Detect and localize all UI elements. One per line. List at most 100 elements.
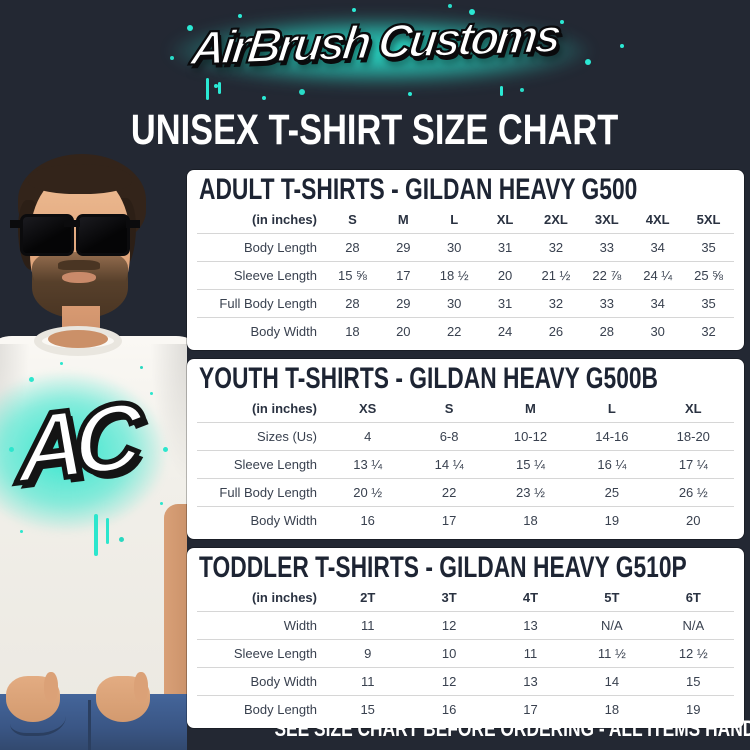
size-value: N/A	[682, 617, 705, 633]
table-row: Sleeve Length 15 ⅝ 17 18 ½ 20 21 ½ 22 ⅞ 24 ¼ 25 …	[197, 261, 734, 290]
size-value: N/A	[601, 617, 623, 633]
size-value: 13	[523, 617, 538, 633]
size-value: 29	[396, 239, 411, 255]
size-value: 17	[396, 267, 411, 283]
tshirt-spray-speckles	[0, 148, 3, 151]
jeans-pocket	[10, 696, 66, 736]
model-hairline	[28, 164, 132, 194]
header-row: (in inches) 2T 3T 4T 5T 6T	[197, 584, 734, 612]
size-value: 31	[497, 295, 513, 311]
column-header: M	[525, 400, 536, 416]
size-value: 21 ½	[541, 267, 571, 283]
size-value: 20	[396, 323, 411, 339]
size-value: 19	[604, 512, 620, 528]
size-value: 15	[686, 673, 701, 689]
header-row: (in inches) S M L XL 2XL 3XL 4XL 5XL	[197, 206, 734, 234]
column-header: L	[450, 211, 459, 227]
table-row: Width 11 12 13 N/A N/A	[197, 611, 734, 640]
size-table-adult: (in inches) S M L XL 2XL 3XL 4XL 5XL Body Length 2…	[197, 206, 734, 345]
size-value: 34	[650, 295, 665, 311]
size-value: 25 ⅝	[694, 267, 724, 283]
size-value: 12 ½	[678, 645, 708, 661]
column-header: 4XL	[645, 211, 670, 227]
size-value: 14 ¼	[434, 456, 464, 472]
table-row: Body Length 15 16 17 18 19	[197, 695, 734, 724]
size-value: 6-8	[439, 428, 459, 444]
size-value: 30	[446, 295, 462, 311]
size-value: 19	[686, 701, 701, 717]
size-value: 16	[360, 512, 375, 528]
size-value: 25	[604, 484, 620, 500]
size-value: 26 ½	[678, 484, 708, 500]
size-value: 28	[345, 239, 360, 255]
size-value: 32	[548, 295, 564, 311]
size-table-youth: (in inches) XS S M L XL Sizes (Us) 4 6-8 10-12 14-…	[197, 395, 734, 534]
size-charts: ADULT T-SHIRTS - GILDAN HEAVY G500 (in i…	[187, 170, 744, 737]
size-value: 15 ⅝	[337, 267, 367, 283]
row-label: Body Length	[243, 701, 317, 717]
size-value: 11 ½	[597, 645, 626, 661]
row-label: Full Body Length	[219, 295, 317, 311]
size-value: 30	[446, 239, 462, 255]
column-header: S	[444, 400, 454, 416]
size-value: 4	[364, 428, 372, 444]
column-header: S	[348, 211, 357, 227]
size-chart-card-youth: YOUTH T-SHIRTS - GILDAN HEAVY G500B (in …	[187, 359, 744, 539]
size-value: 24 ¼	[643, 267, 673, 283]
size-value: 10	[441, 645, 457, 661]
column-header: XS	[359, 400, 377, 416]
table-row: Full Body Length 28 29 30 31 32 33 34 35	[197, 289, 734, 318]
size-value: 31	[497, 239, 513, 255]
size-value: 12	[441, 617, 457, 633]
row-label: Sleeve Length	[233, 456, 317, 472]
brand-logo: AirBrush Customs	[0, 0, 750, 106]
row-label: Body Width	[250, 673, 317, 689]
size-value: 22	[441, 484, 457, 500]
model-mustache	[58, 260, 100, 270]
table-row: Body Length 28 29 30 31 32 33 34 35	[197, 233, 734, 262]
column-header: 4T	[522, 589, 539, 605]
size-value: 12	[441, 673, 457, 689]
sunglasses-icon	[10, 210, 146, 256]
size-value: 15	[360, 701, 375, 717]
tshirt-spray-glow	[0, 372, 166, 532]
size-value: 9	[364, 645, 372, 661]
logo-paint-drip	[206, 78, 209, 100]
logo-spray-glow	[170, 16, 590, 86]
size-value: 28	[599, 323, 615, 339]
column-header: 3T	[441, 589, 457, 605]
size-value: 20	[497, 267, 513, 283]
size-value: 26	[548, 323, 564, 339]
column-header: XL	[496, 211, 514, 227]
size-chart-card-adult: ADULT T-SHIRTS - GILDAN HEAVY G500 (in i…	[187, 170, 744, 350]
page-title: UNISEX T-SHIRT SIZE CHART	[131, 106, 619, 154]
size-value: 34	[650, 239, 665, 255]
size-value: 20	[686, 512, 701, 528]
size-value: 18-20	[676, 428, 710, 444]
tshirt-paint-drip	[106, 518, 109, 544]
column-header: 2T	[360, 589, 376, 605]
row-label: Width	[283, 617, 317, 633]
size-value: 32	[701, 323, 716, 339]
column-header: XL	[684, 400, 702, 416]
size-value: 18	[523, 512, 538, 528]
row-label: Body Width	[250, 512, 317, 528]
size-value: 13	[523, 673, 538, 689]
size-value: 11	[523, 645, 538, 661]
column-header: M	[397, 211, 409, 227]
logo-paint-drip	[218, 82, 221, 94]
size-value: 18 ½	[439, 267, 469, 283]
size-value: 17 ¼	[678, 456, 708, 472]
row-label: Sizes (Us)	[257, 428, 317, 444]
size-value: 29	[396, 295, 411, 311]
table-row: Body Width 11 12 13 14 15	[197, 667, 734, 696]
model-photo: AC	[0, 148, 187, 750]
size-value: 18	[345, 323, 360, 339]
size-value: 16 ¼	[597, 456, 627, 472]
row-label: Body Length	[243, 239, 317, 255]
logo-paint-drip	[500, 86, 503, 96]
footer-note: SEE SIZE CHART BEFORE ORDERING - ALL ITE…	[274, 716, 750, 741]
size-value: 35	[701, 295, 716, 311]
size-value: 16	[441, 701, 457, 717]
row-label: Sleeve Length	[233, 645, 317, 661]
